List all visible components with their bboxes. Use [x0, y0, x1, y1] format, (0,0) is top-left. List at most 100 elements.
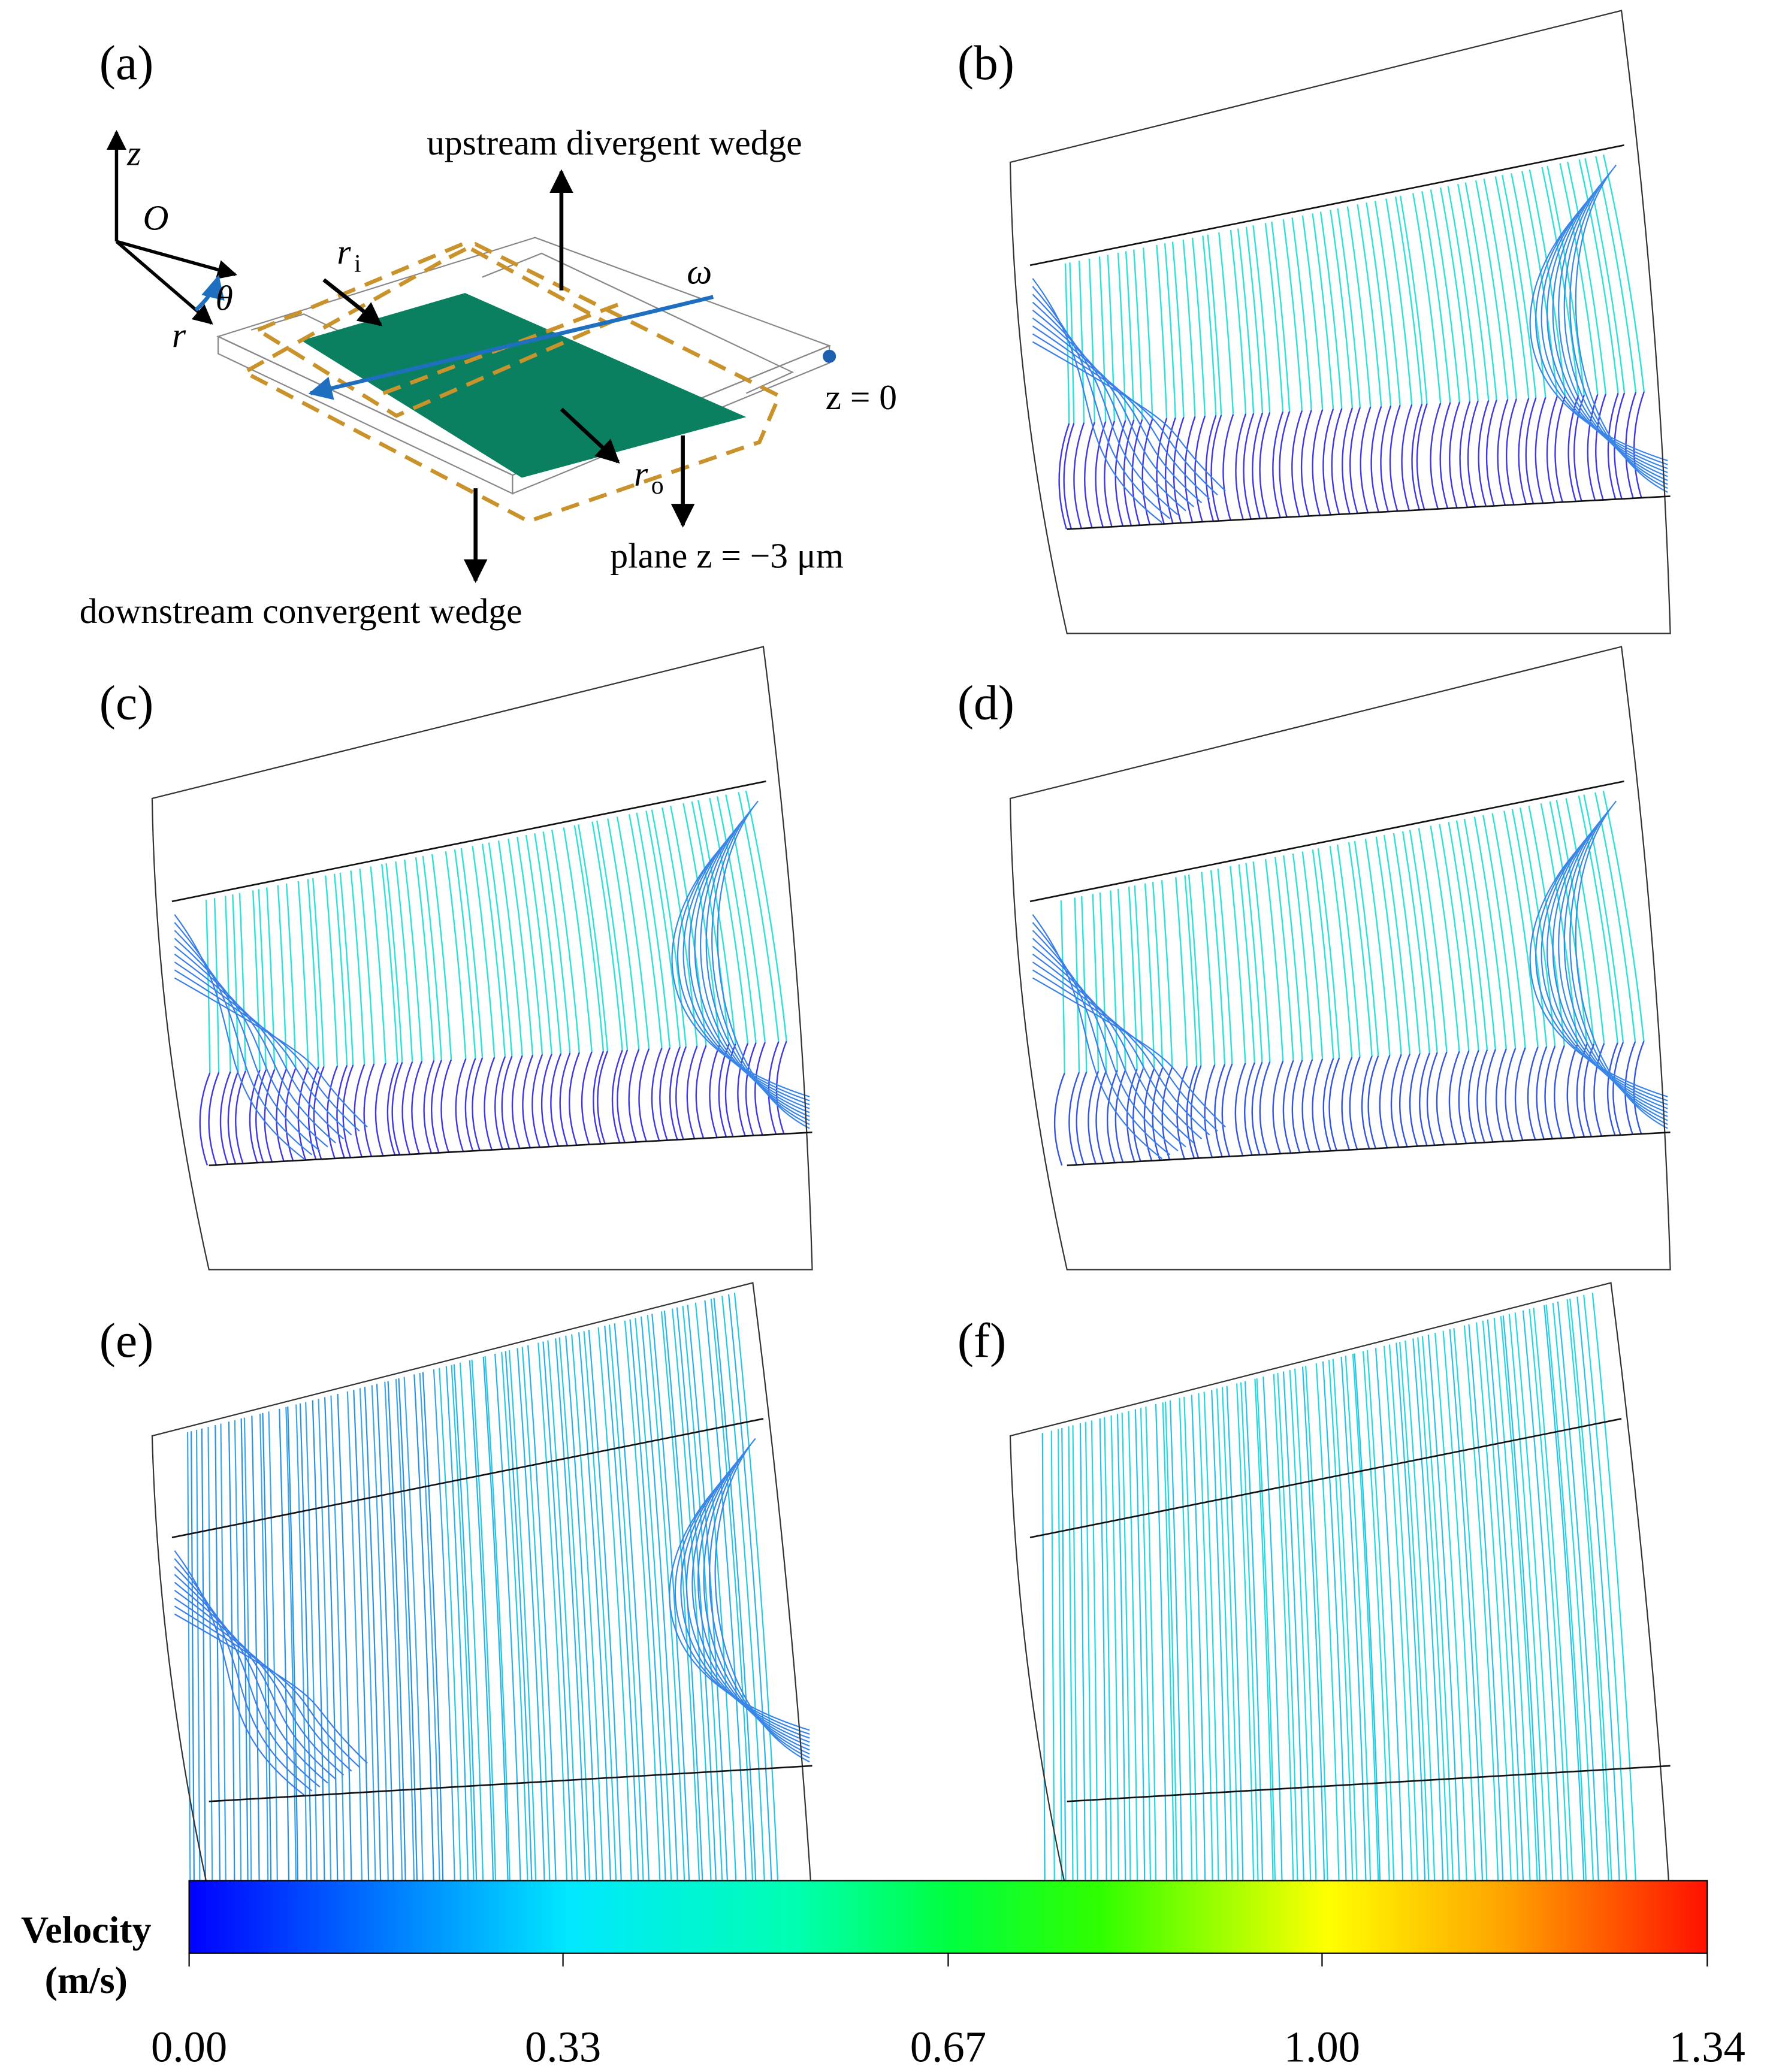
panel-label: (c)	[99, 676, 153, 730]
streamline	[1300, 410, 1312, 516]
streamline	[1289, 1369, 1312, 1904]
streamline	[1367, 1055, 1379, 1149]
vortex-line	[1563, 813, 1668, 1121]
streamline	[1205, 415, 1217, 522]
streamline	[1230, 229, 1247, 414]
streamline	[422, 855, 443, 1060]
streamline	[1273, 1374, 1295, 1904]
streamline	[1583, 1294, 1629, 1904]
streamline	[1305, 1366, 1329, 1904]
streamline	[1301, 1366, 1326, 1904]
streamline	[1264, 223, 1284, 412]
streamline	[1283, 855, 1303, 1060]
streamline	[1439, 824, 1470, 1051]
streamline	[1366, 1350, 1396, 1904]
streamline	[249, 1070, 261, 1163]
streamline	[1312, 213, 1334, 409]
streamline	[1091, 1420, 1099, 1904]
vortex-line	[700, 820, 810, 1117]
streamline	[1514, 1047, 1526, 1141]
streamline	[1485, 400, 1497, 506]
streamline	[1417, 1337, 1450, 1904]
flow-panel	[151, 1282, 813, 1907]
streamline	[439, 1368, 462, 1904]
streamline	[1099, 892, 1107, 1071]
streamline	[669, 1046, 681, 1140]
streamline	[1123, 419, 1135, 526]
streamline	[1164, 1401, 1178, 1904]
streamline	[1482, 1320, 1520, 1904]
streamline	[651, 1048, 663, 1141]
streamline	[1612, 1042, 1624, 1136]
flow-panel	[1009, 646, 1671, 1271]
streamline	[1292, 853, 1313, 1060]
streamline	[1453, 1328, 1488, 1904]
streamline	[1191, 237, 1206, 416]
streamline	[342, 1064, 354, 1158]
streamline	[1156, 244, 1168, 419]
streamline	[1458, 1050, 1470, 1144]
streamline	[1383, 834, 1410, 1054]
streamline	[276, 1068, 288, 1161]
streamline	[1494, 176, 1530, 398]
streamline	[737, 1043, 749, 1136]
streamline	[1264, 858, 1284, 1061]
streamline	[391, 1061, 403, 1156]
streamline	[1449, 401, 1461, 508]
streamline	[1416, 403, 1428, 510]
streamline	[1322, 1361, 1348, 1904]
vortex-line	[1032, 937, 1186, 1148]
streamline	[1078, 261, 1085, 423]
colorbar: Velocity (m/s) 0.00 0.33 0.67 1.00 1.34	[21, 1880, 1745, 2071]
streamline	[1485, 1049, 1496, 1142]
streamline	[1201, 872, 1216, 1065]
annotation: upstream divergent wedge	[427, 123, 802, 162]
streamline	[1476, 1049, 1488, 1143]
streamline	[608, 1324, 645, 1904]
streamline	[1430, 189, 1461, 403]
streamline	[1390, 1054, 1402, 1148]
streamline	[1272, 411, 1284, 518]
streamline	[1218, 232, 1234, 415]
streamline	[488, 842, 513, 1057]
annotation: z = 0	[826, 377, 897, 417]
streamline	[415, 857, 435, 1061]
streamline	[682, 1306, 724, 1904]
colorbar-title: Velocity	[21, 1908, 152, 1951]
streamline	[494, 1353, 522, 1904]
streamline	[687, 1304, 729, 1904]
streamline	[1594, 792, 1636, 1042]
vortex-line	[1032, 301, 1186, 512]
streamline	[1434, 1333, 1469, 1904]
colorbar-tick-label: 1.00	[1284, 2022, 1360, 2071]
streamline	[1578, 795, 1618, 1043]
wedge-edge	[209, 1132, 812, 1166]
streamline	[555, 1338, 587, 1904]
vortex-line	[1535, 846, 1668, 1102]
streamline	[1235, 413, 1247, 520]
streamline	[1222, 414, 1234, 521]
colorbar-tick-label: 0.00	[151, 2022, 227, 2071]
streamline	[1198, 1393, 1214, 1904]
streamline	[1385, 198, 1413, 405]
streamline	[1060, 900, 1065, 1073]
colorbar-tick-label: 0.67	[910, 2022, 986, 2071]
streamline	[516, 836, 543, 1055]
streamline	[1155, 1403, 1168, 1904]
streamline	[695, 1045, 707, 1139]
streamline	[671, 1308, 713, 1904]
wedge-edge	[209, 1765, 812, 1802]
streamline	[472, 1057, 484, 1151]
streamline	[252, 890, 261, 1070]
streamline	[550, 1053, 562, 1147]
vortex-line	[1563, 177, 1668, 485]
vortex-line	[1032, 945, 1194, 1144]
vortex-line	[1032, 333, 1218, 495]
streamline	[1272, 1060, 1284, 1154]
streamline	[1559, 163, 1599, 395]
streamline	[1322, 1058, 1334, 1151]
streamline	[1447, 186, 1479, 401]
streamline	[1141, 418, 1153, 525]
streamline	[1467, 400, 1479, 507]
streamline	[1184, 875, 1198, 1066]
